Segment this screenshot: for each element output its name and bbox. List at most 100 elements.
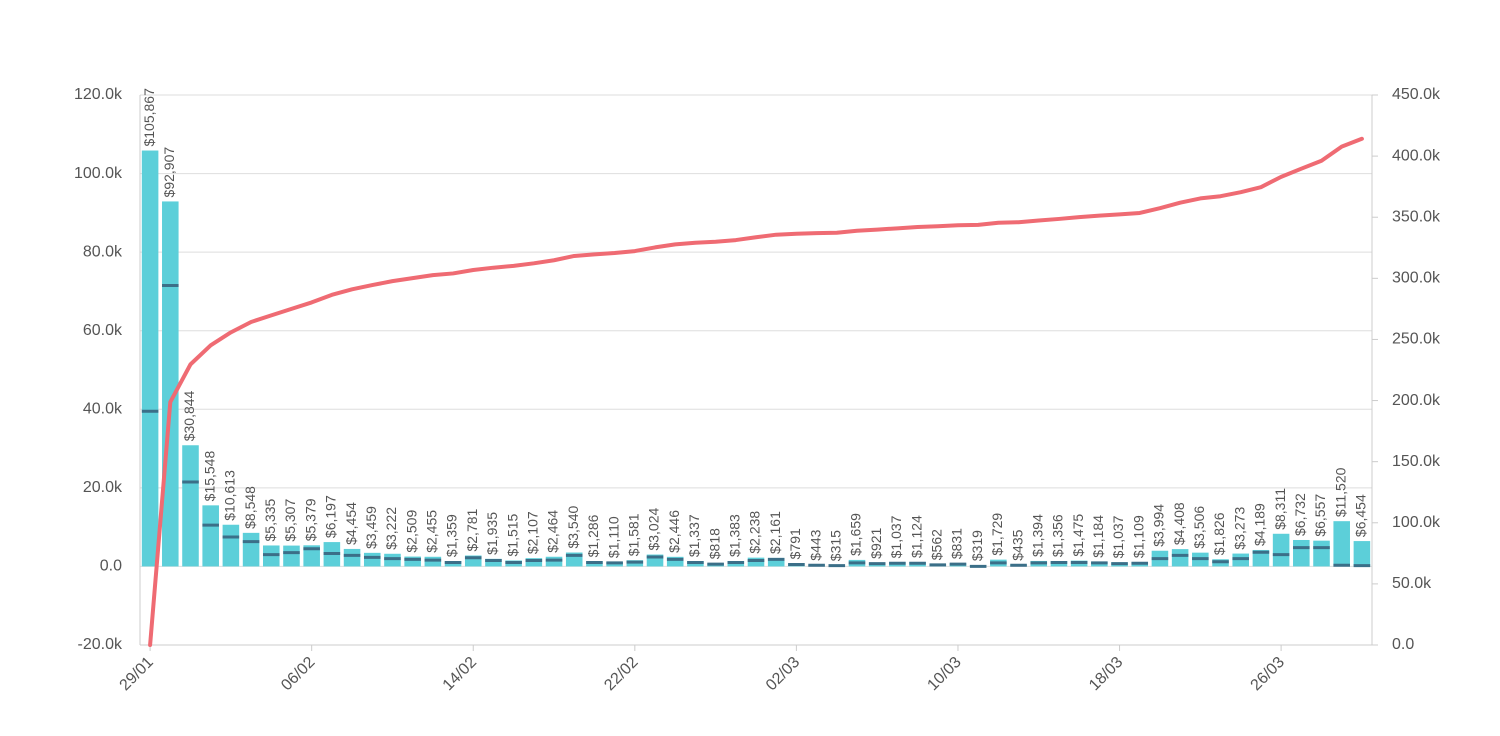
value-label: $1,110 bbox=[605, 516, 621, 558]
x-tick-label: 10/03 bbox=[924, 654, 964, 694]
bar bbox=[1171, 549, 1189, 567]
value-label: $319 bbox=[969, 530, 985, 561]
value-label: $2,161 bbox=[767, 511, 783, 554]
line bbox=[148, 136, 1364, 647]
bar bbox=[242, 532, 260, 567]
value-label: $10,613 bbox=[222, 470, 238, 521]
value-label: $92,907 bbox=[161, 147, 177, 198]
y2-tick-label: 250.0k bbox=[1392, 331, 1441, 348]
bar bbox=[162, 201, 179, 567]
value-label: $3,994 bbox=[1151, 504, 1167, 547]
value-label: $4,189 bbox=[1252, 503, 1268, 546]
x-tick-label: 06/02 bbox=[278, 654, 318, 694]
value-label: $2,455 bbox=[424, 510, 440, 553]
value-label: $1,286 bbox=[585, 514, 601, 557]
value-label: $831 bbox=[949, 528, 965, 559]
y2-tick-label: 300.0k bbox=[1392, 270, 1441, 287]
value-label: $6,732 bbox=[1292, 493, 1308, 536]
value-label: $6,557 bbox=[1312, 494, 1328, 537]
value-label: $1,475 bbox=[1070, 514, 1086, 557]
x-tick-label: 26/03 bbox=[1248, 654, 1288, 694]
value-label: $2,238 bbox=[747, 511, 763, 554]
y2-tick-label: 0.0 bbox=[1392, 636, 1414, 653]
bar bbox=[363, 552, 381, 567]
value-label: $1,337 bbox=[686, 514, 702, 557]
y2-tick-label: 350.0k bbox=[1392, 208, 1441, 225]
value-label: $1,826 bbox=[1211, 512, 1227, 555]
x-tick-label: 18/03 bbox=[1086, 654, 1126, 694]
value-label: $6,197 bbox=[323, 495, 339, 538]
value-label: $1,124 bbox=[908, 515, 924, 558]
bar bbox=[525, 558, 543, 567]
value-label: $6,454 bbox=[1353, 494, 1369, 537]
bar bbox=[1293, 539, 1310, 567]
bar bbox=[283, 545, 300, 567]
y-tick-label: 40.0k bbox=[83, 401, 123, 418]
y-tick-label: -20.0k bbox=[78, 636, 123, 653]
value-label: $2,446 bbox=[666, 510, 682, 553]
bar bbox=[182, 445, 199, 567]
value-label: $1,659 bbox=[848, 513, 864, 556]
value-label: $1,184 bbox=[1090, 515, 1106, 558]
y2-tick-label: 50.0k bbox=[1392, 575, 1432, 592]
bar bbox=[1333, 521, 1350, 567]
value-label: $791 bbox=[787, 528, 803, 559]
value-label: $3,222 bbox=[383, 507, 399, 550]
value-label: $2,509 bbox=[403, 510, 419, 553]
bar bbox=[141, 150, 159, 567]
x-tick-label: 29/01 bbox=[117, 654, 157, 694]
value-label: $315 bbox=[827, 530, 843, 561]
value-label: $3,459 bbox=[363, 506, 379, 549]
bar bbox=[1272, 533, 1290, 567]
value-label: $4,408 bbox=[1171, 502, 1187, 545]
bar bbox=[485, 558, 502, 567]
y2-tick-label: 200.0k bbox=[1392, 392, 1441, 409]
value-label: $1,581 bbox=[626, 513, 642, 556]
value-label: $2,107 bbox=[525, 511, 541, 554]
value-label: $1,037 bbox=[1110, 515, 1126, 558]
bar bbox=[1313, 540, 1330, 567]
value-label: $818 bbox=[706, 528, 722, 559]
value-label: $1,515 bbox=[504, 513, 520, 556]
value-label: $2,464 bbox=[545, 510, 561, 553]
value-label: $921 bbox=[868, 527, 884, 558]
value-label: $3,506 bbox=[1191, 506, 1207, 549]
value-label: $3,273 bbox=[1231, 507, 1247, 550]
x-tick-label: 22/02 bbox=[601, 654, 641, 694]
value-label: $1,359 bbox=[444, 514, 460, 557]
value-label: $3,024 bbox=[646, 508, 662, 551]
bar bbox=[303, 545, 320, 567]
value-label: $5,307 bbox=[282, 499, 298, 542]
bar bbox=[343, 548, 361, 567]
value-label: $1,394 bbox=[1029, 514, 1045, 557]
value-label: $1,356 bbox=[1050, 514, 1066, 557]
bar bbox=[646, 554, 664, 567]
x-tick-label: 14/02 bbox=[440, 654, 480, 694]
value-label: $8,548 bbox=[242, 486, 258, 529]
y-tick-label: 20.0k bbox=[83, 479, 123, 496]
y-tick-label: 60.0k bbox=[83, 322, 123, 339]
bar bbox=[767, 557, 785, 567]
x-tick-label: 02/03 bbox=[763, 654, 803, 694]
bar bbox=[404, 556, 421, 567]
bar bbox=[464, 555, 482, 567]
value-label: $4,454 bbox=[343, 502, 359, 545]
value-label: $1,037 bbox=[888, 515, 904, 558]
y-tick-label: 0.0 bbox=[100, 558, 122, 575]
value-label: $5,379 bbox=[302, 498, 318, 541]
bar bbox=[666, 556, 684, 567]
value-label: $3,540 bbox=[565, 505, 581, 548]
value-label: $562 bbox=[928, 529, 944, 560]
bar bbox=[1353, 541, 1371, 567]
value-label: $15,548 bbox=[201, 451, 217, 502]
y-tick-label: 100.0k bbox=[74, 165, 123, 182]
value-label: $443 bbox=[807, 529, 823, 560]
bar bbox=[384, 553, 401, 567]
value-label: $11,520 bbox=[1332, 467, 1348, 517]
value-label: $5,335 bbox=[262, 498, 278, 541]
y-tick-label: 120.0k bbox=[74, 86, 123, 103]
value-label: $2,781 bbox=[464, 508, 480, 551]
value-label: $105,867 bbox=[141, 88, 157, 147]
value-label: $30,844 bbox=[181, 390, 197, 441]
